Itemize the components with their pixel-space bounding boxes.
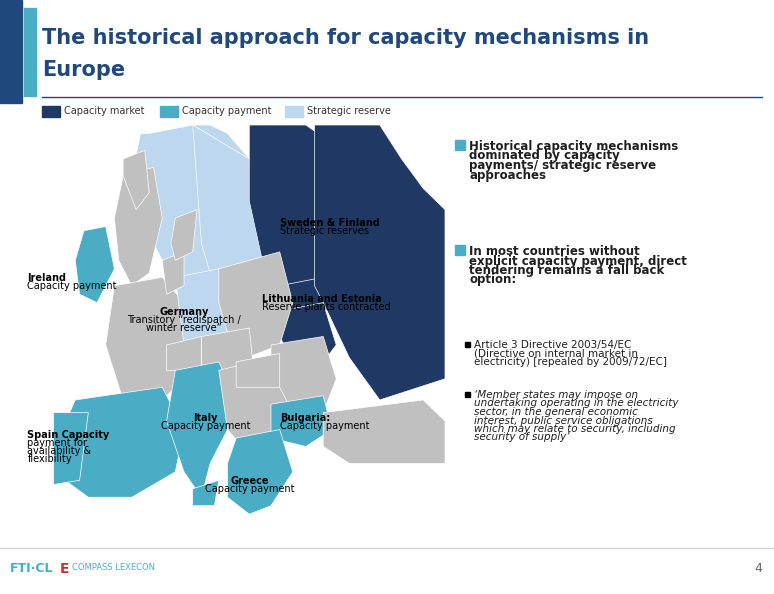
Bar bbox=[24, 8, 36, 96]
Bar bbox=[10, 125, 445, 548]
Text: approaches: approaches bbox=[469, 169, 546, 182]
Polygon shape bbox=[53, 387, 184, 497]
Text: payments/ strategic reserve: payments/ strategic reserve bbox=[469, 159, 656, 172]
Polygon shape bbox=[271, 396, 332, 447]
Text: undertaking operating in the electricity: undertaking operating in the electricity bbox=[474, 399, 679, 409]
Text: interest, public service obligations: interest, public service obligations bbox=[474, 415, 652, 425]
Polygon shape bbox=[171, 210, 197, 260]
Polygon shape bbox=[279, 303, 336, 362]
Text: electricity) [repealed by 2009/72/EC]: electricity) [repealed by 2009/72/EC] bbox=[474, 357, 667, 367]
Polygon shape bbox=[193, 481, 219, 505]
Text: COMPASS LEXECON: COMPASS LEXECON bbox=[72, 563, 155, 572]
Text: The historical approach for capacity mechanisms in: The historical approach for capacity mec… bbox=[42, 28, 649, 48]
Polygon shape bbox=[166, 336, 201, 370]
Text: payment for: payment for bbox=[27, 438, 87, 447]
Text: Capacity payment: Capacity payment bbox=[279, 421, 369, 431]
Polygon shape bbox=[219, 358, 293, 455]
Text: Capacity payment: Capacity payment bbox=[182, 106, 272, 116]
Text: Lithuania and Estonia: Lithuania and Estonia bbox=[262, 294, 382, 304]
Polygon shape bbox=[123, 150, 149, 210]
Text: Sweden & Finland: Sweden & Finland bbox=[279, 218, 379, 228]
Text: FTI·CL: FTI·CL bbox=[10, 562, 53, 575]
Text: Article 3 Directive 2003/54/EC: Article 3 Directive 2003/54/EC bbox=[474, 340, 632, 350]
Polygon shape bbox=[271, 336, 336, 413]
Polygon shape bbox=[106, 277, 193, 413]
Bar bbox=[285, 106, 303, 117]
Polygon shape bbox=[228, 429, 293, 514]
Bar bbox=[455, 245, 465, 255]
Text: Spain Capacity: Spain Capacity bbox=[27, 429, 110, 440]
Polygon shape bbox=[163, 252, 184, 294]
Bar bbox=[465, 342, 470, 347]
Text: 4: 4 bbox=[754, 562, 762, 575]
Text: Ireland: Ireland bbox=[27, 273, 67, 283]
Text: Reserve plants contracted: Reserve plants contracted bbox=[262, 302, 391, 312]
Polygon shape bbox=[115, 168, 163, 286]
Polygon shape bbox=[175, 269, 236, 362]
Polygon shape bbox=[193, 125, 271, 320]
Polygon shape bbox=[166, 362, 236, 497]
Text: winter reserve”: winter reserve” bbox=[146, 323, 222, 333]
Text: E: E bbox=[60, 562, 70, 576]
Text: (Directive on internal market in: (Directive on internal market in bbox=[474, 349, 638, 359]
Text: Transitory “redispatch /: Transitory “redispatch / bbox=[127, 315, 241, 325]
Polygon shape bbox=[324, 400, 445, 463]
Text: Italy: Italy bbox=[194, 413, 218, 423]
Text: ‘Member states may impose on: ‘Member states may impose on bbox=[474, 390, 638, 400]
Text: tendering remains a fall back: tendering remains a fall back bbox=[469, 264, 664, 277]
Text: Strategic reserve: Strategic reserve bbox=[307, 106, 391, 116]
Text: Strategic reserves: Strategic reserves bbox=[279, 226, 368, 236]
Polygon shape bbox=[53, 413, 88, 485]
Text: Bulgaria:: Bulgaria: bbox=[279, 413, 330, 423]
Text: Capacity market: Capacity market bbox=[64, 106, 145, 116]
Bar bbox=[0, 0, 22, 103]
Bar bbox=[465, 392, 470, 397]
Bar bbox=[160, 106, 178, 117]
Text: which may relate to security, including: which may relate to security, including bbox=[474, 424, 676, 434]
Text: Europe: Europe bbox=[42, 60, 125, 80]
Text: Capacity payment: Capacity payment bbox=[27, 281, 117, 291]
Text: Historical capacity mechanisms: Historical capacity mechanisms bbox=[469, 140, 678, 153]
Text: explicit capacity payment, direct: explicit capacity payment, direct bbox=[469, 254, 687, 267]
Polygon shape bbox=[201, 328, 254, 387]
Text: security of supply’: security of supply’ bbox=[474, 432, 570, 443]
Text: sector, in the general economic: sector, in the general economic bbox=[474, 407, 638, 417]
Polygon shape bbox=[193, 125, 262, 260]
Text: dominated by capacity: dominated by capacity bbox=[469, 150, 620, 163]
Polygon shape bbox=[314, 125, 445, 400]
Bar bbox=[42, 106, 60, 117]
Bar bbox=[455, 140, 465, 150]
Polygon shape bbox=[279, 277, 336, 320]
Text: Greece: Greece bbox=[230, 476, 269, 486]
Polygon shape bbox=[75, 226, 115, 303]
Polygon shape bbox=[236, 353, 279, 387]
Text: option:: option: bbox=[469, 273, 516, 286]
Text: availability &: availability & bbox=[27, 446, 91, 456]
Polygon shape bbox=[132, 125, 249, 303]
Polygon shape bbox=[249, 125, 349, 294]
Text: Germany: Germany bbox=[159, 307, 209, 317]
Text: In most countries without: In most countries without bbox=[469, 245, 640, 258]
Text: Capacity payment: Capacity payment bbox=[161, 421, 251, 431]
Text: Capacity payment: Capacity payment bbox=[204, 484, 294, 494]
Text: flexibility: flexibility bbox=[27, 454, 72, 463]
Polygon shape bbox=[219, 252, 293, 362]
